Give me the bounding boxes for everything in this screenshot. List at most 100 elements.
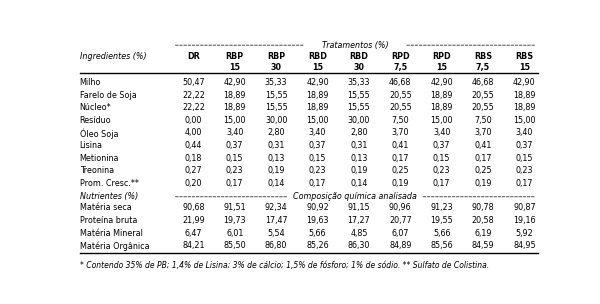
Text: RBS: RBS — [515, 52, 533, 61]
Text: 90,68: 90,68 — [182, 203, 205, 212]
Text: 46,68: 46,68 — [389, 78, 412, 87]
Text: 86,30: 86,30 — [347, 241, 370, 250]
Text: 5,54: 5,54 — [268, 229, 285, 238]
Text: 0,37: 0,37 — [309, 141, 326, 150]
Text: 19,55: 19,55 — [430, 216, 453, 225]
Text: 0,15: 0,15 — [226, 154, 244, 163]
Text: 3,40: 3,40 — [226, 129, 244, 137]
Text: 0,17: 0,17 — [474, 154, 492, 163]
Text: 0,17: 0,17 — [226, 179, 244, 188]
Text: 0,17: 0,17 — [433, 179, 451, 188]
Text: 3,40: 3,40 — [433, 129, 451, 137]
Text: 5,66: 5,66 — [433, 229, 451, 238]
Text: 19,63: 19,63 — [306, 216, 329, 225]
Text: 0,15: 0,15 — [515, 154, 533, 163]
Text: Matéria Mineral: Matéria Mineral — [80, 229, 143, 238]
Text: 35,33: 35,33 — [265, 78, 287, 87]
Text: 90,92: 90,92 — [306, 203, 329, 212]
Text: 91,51: 91,51 — [223, 203, 246, 212]
Text: 84,59: 84,59 — [472, 241, 494, 250]
Text: 30,00: 30,00 — [347, 116, 370, 125]
Text: 0,15: 0,15 — [433, 154, 451, 163]
Text: 19,73: 19,73 — [223, 216, 246, 225]
Text: 6,19: 6,19 — [474, 229, 492, 238]
Text: 4,00: 4,00 — [185, 129, 202, 137]
Text: 18,89: 18,89 — [513, 91, 536, 99]
Text: 0,23: 0,23 — [515, 166, 533, 175]
Text: Nutrientes (%): Nutrientes (%) — [80, 192, 138, 201]
Text: 46,68: 46,68 — [472, 78, 494, 87]
Text: 3,70: 3,70 — [474, 129, 492, 137]
Text: 20,55: 20,55 — [472, 91, 494, 99]
Text: * Contendo 35% de PB; 1,4% de Lisina; 3% de cálcio; 1,5% de fósforo; 1% de sódio: * Contendo 35% de PB; 1,4% de Lisina; 3%… — [80, 261, 489, 270]
Text: Metionina: Metionina — [80, 154, 119, 163]
Text: 7,5: 7,5 — [476, 63, 490, 72]
Text: RBD: RBD — [349, 52, 368, 61]
Text: 0,25: 0,25 — [391, 166, 409, 175]
Text: 15,00: 15,00 — [513, 116, 536, 125]
Text: Treonina: Treonina — [80, 166, 114, 175]
Text: DR: DR — [187, 52, 200, 61]
Text: 90,78: 90,78 — [472, 203, 494, 212]
Text: 0,37: 0,37 — [515, 141, 533, 150]
Text: 20,55: 20,55 — [389, 91, 412, 99]
Text: 0,17: 0,17 — [309, 179, 326, 188]
Text: 18,89: 18,89 — [223, 91, 246, 99]
Text: 0,27: 0,27 — [185, 166, 202, 175]
Text: 0,41: 0,41 — [392, 141, 409, 150]
Text: 84,21: 84,21 — [182, 241, 205, 250]
Text: 0,17: 0,17 — [392, 154, 409, 163]
Text: 2,80: 2,80 — [350, 129, 368, 137]
Text: RBD: RBD — [308, 52, 327, 61]
Text: 90,96: 90,96 — [389, 203, 412, 212]
Text: 20,77: 20,77 — [389, 216, 412, 225]
Text: 15,00: 15,00 — [223, 116, 246, 125]
Text: 91,23: 91,23 — [430, 203, 453, 212]
Text: 0,00: 0,00 — [185, 116, 202, 125]
Text: 3,70: 3,70 — [392, 129, 409, 137]
Text: Composição química analisada: Composição química analisada — [293, 192, 417, 201]
Text: 15: 15 — [519, 63, 530, 72]
Text: 18,89: 18,89 — [430, 91, 453, 99]
Text: 3,40: 3,40 — [309, 129, 326, 137]
Text: RPD: RPD — [433, 52, 451, 61]
Text: 0,15: 0,15 — [309, 154, 326, 163]
Text: 0,25: 0,25 — [474, 166, 492, 175]
Text: Milho: Milho — [80, 78, 101, 87]
Text: 15,00: 15,00 — [306, 116, 329, 125]
Text: 0,44: 0,44 — [185, 141, 202, 150]
Text: Ingredientes (%): Ingredientes (%) — [80, 52, 146, 61]
Text: 0,41: 0,41 — [475, 141, 492, 150]
Text: 0,31: 0,31 — [268, 141, 285, 150]
Text: 42,90: 42,90 — [430, 78, 453, 87]
Text: 22,22: 22,22 — [182, 91, 205, 99]
Text: 5,66: 5,66 — [309, 229, 326, 238]
Text: 18,89: 18,89 — [306, 91, 329, 99]
Text: 0,37: 0,37 — [226, 141, 244, 150]
Text: 84,95: 84,95 — [513, 241, 536, 250]
Text: 0,18: 0,18 — [185, 154, 202, 163]
Text: 0,31: 0,31 — [350, 141, 368, 150]
Text: 7,50: 7,50 — [474, 116, 492, 125]
Text: 0,19: 0,19 — [474, 179, 492, 188]
Text: 3,40: 3,40 — [516, 129, 533, 137]
Text: 7,50: 7,50 — [391, 116, 409, 125]
Text: 6,01: 6,01 — [226, 229, 244, 238]
Text: RBP: RBP — [226, 52, 244, 61]
Text: 30: 30 — [353, 63, 364, 72]
Text: Resíduo: Resíduo — [80, 116, 111, 125]
Text: 84,89: 84,89 — [389, 241, 412, 250]
Text: Matéria Orgânica: Matéria Orgânica — [80, 241, 149, 251]
Text: 15: 15 — [312, 63, 323, 72]
Text: 30: 30 — [271, 63, 281, 72]
Text: 19,16: 19,16 — [513, 216, 536, 225]
Text: 18,89: 18,89 — [430, 103, 453, 112]
Text: Óleo Soja: Óleo Soja — [80, 129, 118, 139]
Text: 20,58: 20,58 — [472, 216, 494, 225]
Text: 0,37: 0,37 — [433, 141, 451, 150]
Text: 50,47: 50,47 — [182, 78, 205, 87]
Text: 0,23: 0,23 — [433, 166, 451, 175]
Text: 4,85: 4,85 — [350, 229, 368, 238]
Text: 15: 15 — [436, 63, 447, 72]
Text: 30,00: 30,00 — [265, 116, 287, 125]
